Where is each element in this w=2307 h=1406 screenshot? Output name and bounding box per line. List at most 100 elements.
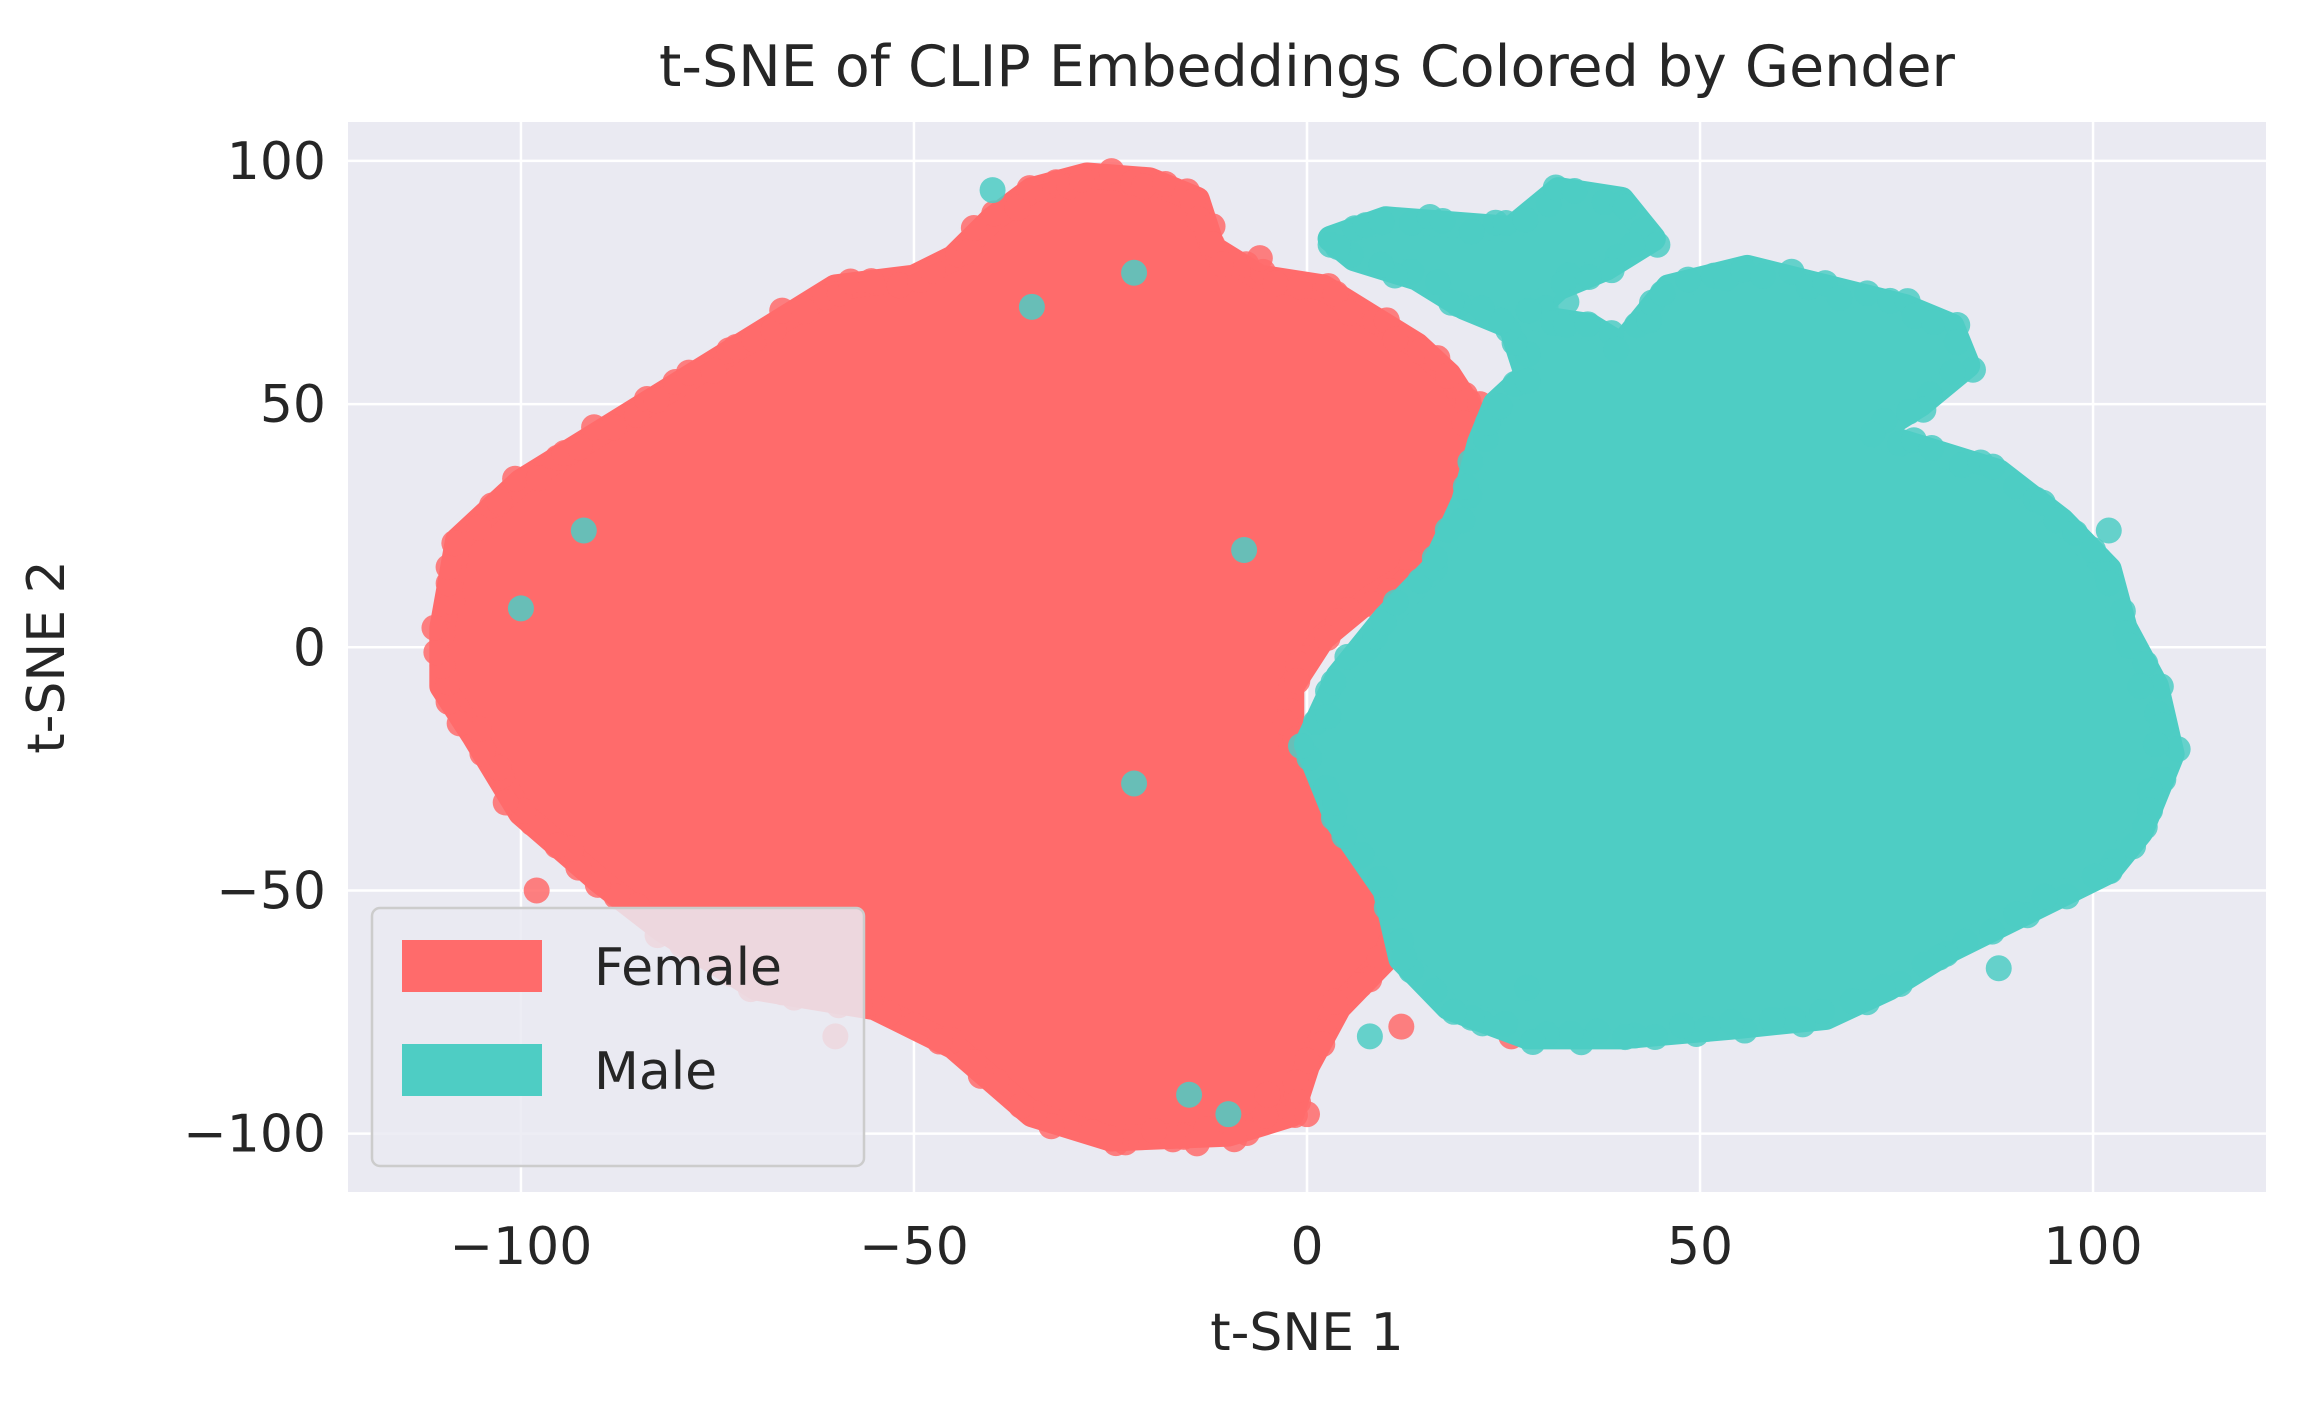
y-tick-label: 100 — [227, 132, 326, 192]
x-tick-label: 0 — [1290, 1217, 1323, 1277]
data-point — [1370, 609, 1397, 636]
data-point — [469, 740, 496, 767]
data-point — [1979, 918, 2006, 945]
legend: Female Male — [370, 906, 866, 1168]
data-point — [1575, 264, 1602, 291]
data-point — [523, 877, 550, 904]
data-point — [1215, 1101, 1242, 1128]
data-point — [2003, 473, 2030, 500]
data-point — [1492, 210, 1519, 237]
data-point — [566, 434, 593, 461]
data-point — [1778, 258, 1805, 285]
data-point — [1759, 1006, 1786, 1033]
data-point — [1561, 178, 1588, 205]
data-point — [1421, 977, 1448, 1004]
data-point — [1512, 206, 1539, 233]
data-point — [1382, 589, 1409, 616]
data-point — [1959, 356, 1986, 383]
data-point — [1979, 453, 2006, 480]
data-point — [900, 1012, 927, 1039]
data-point — [1642, 1024, 1669, 1051]
data-point — [1152, 170, 1179, 197]
data-point — [1322, 280, 1349, 307]
data-point — [1097, 1125, 1124, 1152]
data-point — [421, 614, 448, 641]
data-point — [1429, 207, 1456, 234]
data-point — [1424, 269, 1451, 296]
data-point — [544, 832, 571, 859]
data-point — [1347, 972, 1374, 999]
data-point — [1468, 295, 1495, 322]
data-point — [1948, 452, 1975, 479]
data-point — [603, 883, 630, 910]
data-point — [1675, 266, 1702, 293]
data-point — [1016, 175, 1043, 202]
data-point — [1366, 865, 1393, 892]
data-point — [700, 357, 727, 384]
data-point — [2131, 813, 2158, 840]
legend-label-male: Male — [594, 1042, 717, 1102]
data-point — [1718, 1008, 1745, 1035]
data-point — [1939, 359, 1966, 386]
data-point — [1315, 703, 1342, 730]
data-point — [2003, 901, 2030, 928]
data-point — [423, 639, 450, 666]
data-point — [1018, 293, 1045, 320]
data-point — [1121, 770, 1148, 797]
data-point — [741, 326, 768, 353]
data-point — [1943, 329, 1970, 356]
data-point — [1388, 1013, 1415, 1040]
data-point — [1141, 1117, 1168, 1144]
data-point — [1336, 299, 1363, 326]
data-point — [886, 272, 913, 299]
data-point — [2132, 650, 2159, 677]
data-point — [1008, 1092, 1035, 1119]
data-point — [961, 1049, 988, 1076]
data-point — [1221, 1126, 1248, 1153]
data-point — [2031, 883, 2058, 910]
data-point — [1421, 544, 1448, 571]
data-point — [1348, 842, 1375, 869]
series-male — [507, 174, 2191, 1128]
data-point — [1366, 945, 1393, 972]
data-point — [1246, 245, 1273, 272]
data-point — [1854, 280, 1881, 307]
data-point — [1373, 894, 1400, 921]
data-point — [1486, 393, 1513, 420]
data-point — [1294, 1101, 1320, 1128]
data-point — [600, 414, 627, 441]
chart-title: t-SNE of CLIP Embeddings Colored by Gend… — [659, 34, 1955, 100]
data-point — [956, 238, 983, 265]
data-point — [1309, 1031, 1336, 1058]
data-point — [1199, 231, 1226, 258]
data-point — [1779, 1005, 1806, 1032]
data-point — [1911, 951, 1938, 978]
data-point — [960, 215, 987, 242]
data-point — [570, 517, 597, 544]
y-tick-label: −50 — [216, 861, 326, 921]
data-point — [1452, 473, 1479, 500]
data-point — [1130, 173, 1157, 200]
data-point — [1515, 297, 1542, 324]
legend-swatch-male — [402, 1044, 542, 1096]
data-point — [1458, 218, 1485, 245]
data-point — [2053, 883, 2080, 910]
data-point — [1730, 256, 1757, 283]
data-point — [492, 789, 519, 816]
data-point — [1121, 259, 1148, 286]
data-point — [1809, 998, 1836, 1025]
data-point — [465, 514, 492, 541]
data-point — [1284, 668, 1311, 695]
data-point — [1293, 1047, 1320, 1074]
data-point — [1985, 955, 2012, 982]
data-point — [581, 414, 608, 441]
data-point — [1334, 643, 1361, 670]
data-point — [1252, 1102, 1279, 1129]
data-point — [1368, 209, 1395, 236]
data-point — [2164, 736, 2191, 763]
data-point — [584, 871, 611, 898]
data-point — [2116, 632, 2143, 659]
data-point — [1750, 262, 1777, 289]
data-point — [1553, 288, 1580, 315]
data-point — [1368, 251, 1395, 278]
